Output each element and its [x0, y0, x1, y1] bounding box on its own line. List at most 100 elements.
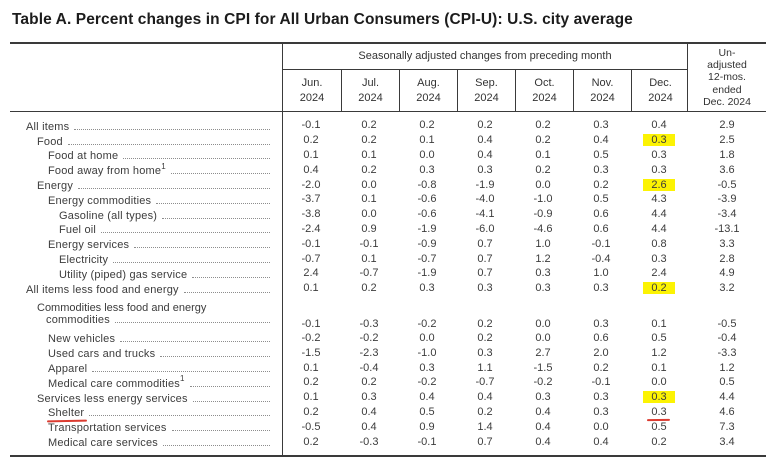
table-row: Medical care services 0.2 -0.3 -0.1 0.7 0.4 0.… [10, 434, 766, 449]
cell-value: -13.1 [714, 222, 740, 235]
row-label: Fuel oil [10, 222, 282, 236]
cell-value: -3.9 [717, 193, 737, 206]
cell-value: -1.5 [533, 361, 553, 374]
cell-12mo: 1.8 [688, 149, 766, 161]
cell-jun: 0.2 [282, 134, 340, 146]
cell-value: 2.4 [303, 267, 319, 280]
month-header-row: Jun. 2024 Jul. 2024 Aug. 2024 Sep. 2024 Oct.… [283, 70, 687, 111]
table-row: Services less energy services 0.1 0.3 0.4 0.… [10, 390, 766, 405]
cell-value: -0.3 [359, 317, 379, 330]
cell-value: 0.2 [477, 317, 493, 330]
row-label-text: Services less energy services [37, 392, 188, 405]
cell-nov: 0.3 [572, 391, 630, 403]
cell-value: 3.6 [719, 163, 735, 176]
cell-oct: -1.0 [514, 193, 572, 205]
cell-value: 0.7 [477, 252, 493, 265]
cell-12mo: -0.5 [688, 179, 766, 191]
cell-aug: -0.2 [398, 318, 456, 331]
cell-value: 0.3 [593, 405, 609, 418]
table-row: New vehicles -0.2 -0.2 0.0 0.2 0.0 0.6 0.5 -0.4 [10, 331, 766, 345]
cell-value: -0.2 [533, 376, 553, 389]
table-row: All items -0.1 0.2 0.2 0.2 0.2 0.3 0.4 2.9 [10, 118, 766, 132]
cell-value: 0.9 [361, 222, 377, 235]
column-header-dec: Dec. 2024 [631, 70, 689, 111]
cell-value: -0.1 [591, 237, 611, 250]
cell-12mo: 2.5 [688, 134, 766, 146]
table-row: Apparel 0.1 -0.4 0.3 1.1 -1.5 0.2 0.1 1.2 [10, 360, 766, 375]
cell-value: 1.0 [535, 237, 551, 250]
cell-value: -1.9 [417, 267, 437, 280]
cell-oct: 0.4 [514, 421, 572, 433]
cell-nov: 0.3 [572, 164, 630, 176]
row-label: Gasoline (all types) [10, 207, 282, 222]
cell-value: 0.0 [419, 148, 435, 161]
cell-value: 0.4 [535, 405, 551, 418]
cell-value: 4.9 [719, 267, 735, 280]
cell-aug: -0.1 [398, 436, 456, 448]
row-label: Medical care commodities1 [10, 375, 282, 390]
cell-oct: 2.7 [514, 347, 572, 359]
cell-jul: 0.3 [340, 391, 398, 403]
row-label: Utility (piped) gas service [10, 266, 282, 281]
cell-nov: 1.0 [572, 267, 630, 279]
cell-aug: -0.7 [398, 253, 456, 265]
cell-value: -1.9 [475, 178, 495, 191]
cell-oct: 0.3 [514, 391, 572, 403]
cell-12mo: -0.5 [688, 318, 766, 331]
cell-value: 0.5 [593, 148, 609, 161]
cell-sep: -0.7 [456, 376, 514, 388]
row-label-text: Utility (piped) gas service [59, 268, 188, 281]
cell-dec: 0.1 [630, 318, 688, 331]
row-label-text: Used cars and trucks [48, 348, 156, 361]
leader-dots [89, 415, 270, 417]
cell-dec: 2.4 [630, 267, 688, 279]
leader-dots [114, 321, 270, 323]
cell-aug: 0.3 [398, 164, 456, 176]
cell-dec: 0.5 [630, 332, 688, 344]
cell-value: 0.4 [419, 391, 435, 404]
cell-nov: 0.2 [572, 362, 630, 374]
cell-value: -6.0 [475, 222, 495, 235]
cell-sep: 0.4 [456, 134, 514, 146]
cell-value: 0.7 [477, 267, 493, 280]
cell-value: 0.3 [535, 282, 551, 295]
cell-value: 0.1 [651, 361, 667, 374]
cell-dec: 0.3 [630, 391, 688, 404]
row-label: Commodities less food and energy commodit… [10, 302, 282, 331]
cell-nov: 0.4 [572, 436, 630, 448]
cell-aug: 0.3 [398, 362, 456, 374]
cell-value: 0.2 [361, 376, 377, 389]
cell-12mo: 2.8 [688, 253, 766, 265]
cell-value: -0.7 [475, 376, 495, 389]
cell-dec: 1.2 [630, 347, 688, 359]
cell-value: -0.1 [301, 237, 321, 250]
row-label-text: Electricity [59, 253, 109, 266]
cell-oct: 1.2 [514, 253, 572, 265]
cell-value: 2.7 [535, 346, 551, 359]
cell-value: 0.6 [593, 208, 609, 221]
cell-value: 0.2 [303, 405, 319, 418]
cell-value: 0.1 [535, 148, 551, 161]
cell-aug: -0.6 [398, 208, 456, 220]
leader-dots [162, 444, 270, 446]
cell-sep: 0.3 [456, 282, 514, 294]
cell-value: 0.5 [651, 331, 667, 344]
cell-value: 0.4 [477, 391, 493, 404]
cell-sep: 0.3 [456, 164, 514, 176]
cell-oct: 0.2 [514, 134, 572, 146]
cell-value: 0.4 [535, 435, 551, 448]
cell-aug: -1.9 [398, 223, 456, 235]
column-header-unadjusted-12mo: Un- adjusted 12-mos. ended Dec. 2024 [703, 46, 751, 109]
cell-sep: 0.7 [456, 253, 514, 265]
cell-value: 0.2 [593, 178, 609, 191]
footnote-marker: 1 [161, 161, 166, 171]
table-row: Medical care commodities1 0.2 0.2 -0.2 -0.7 -… [10, 375, 766, 390]
cell-value: 0.3 [477, 346, 493, 359]
cell-sep: 0.3 [456, 347, 514, 359]
row-label: Shelter [10, 405, 282, 419]
leader-dots [189, 385, 270, 387]
leader-dots [183, 291, 270, 293]
cell-sep: 0.4 [456, 149, 514, 161]
cell-value: -1.5 [301, 346, 321, 359]
cell-value: 0.2 [361, 119, 377, 132]
